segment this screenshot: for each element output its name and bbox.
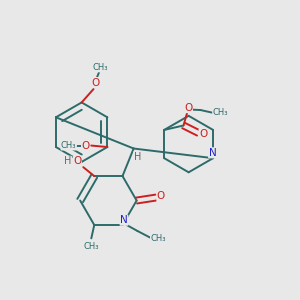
- Text: O: O: [91, 77, 99, 88]
- Text: CH₃: CH₃: [150, 234, 166, 243]
- Text: O: O: [73, 156, 82, 166]
- Text: N: N: [120, 215, 128, 225]
- Text: H: H: [64, 156, 71, 166]
- Text: H: H: [134, 152, 141, 162]
- Text: O: O: [157, 191, 165, 201]
- Text: CH₃: CH₃: [83, 242, 99, 251]
- Text: O: O: [82, 140, 90, 151]
- Text: CH₃: CH₃: [213, 109, 228, 118]
- Text: N: N: [208, 148, 216, 158]
- Text: CH₃: CH₃: [61, 141, 76, 150]
- Text: CH₃: CH₃: [92, 63, 107, 72]
- Text: O: O: [184, 103, 192, 112]
- Text: O: O: [199, 129, 207, 140]
